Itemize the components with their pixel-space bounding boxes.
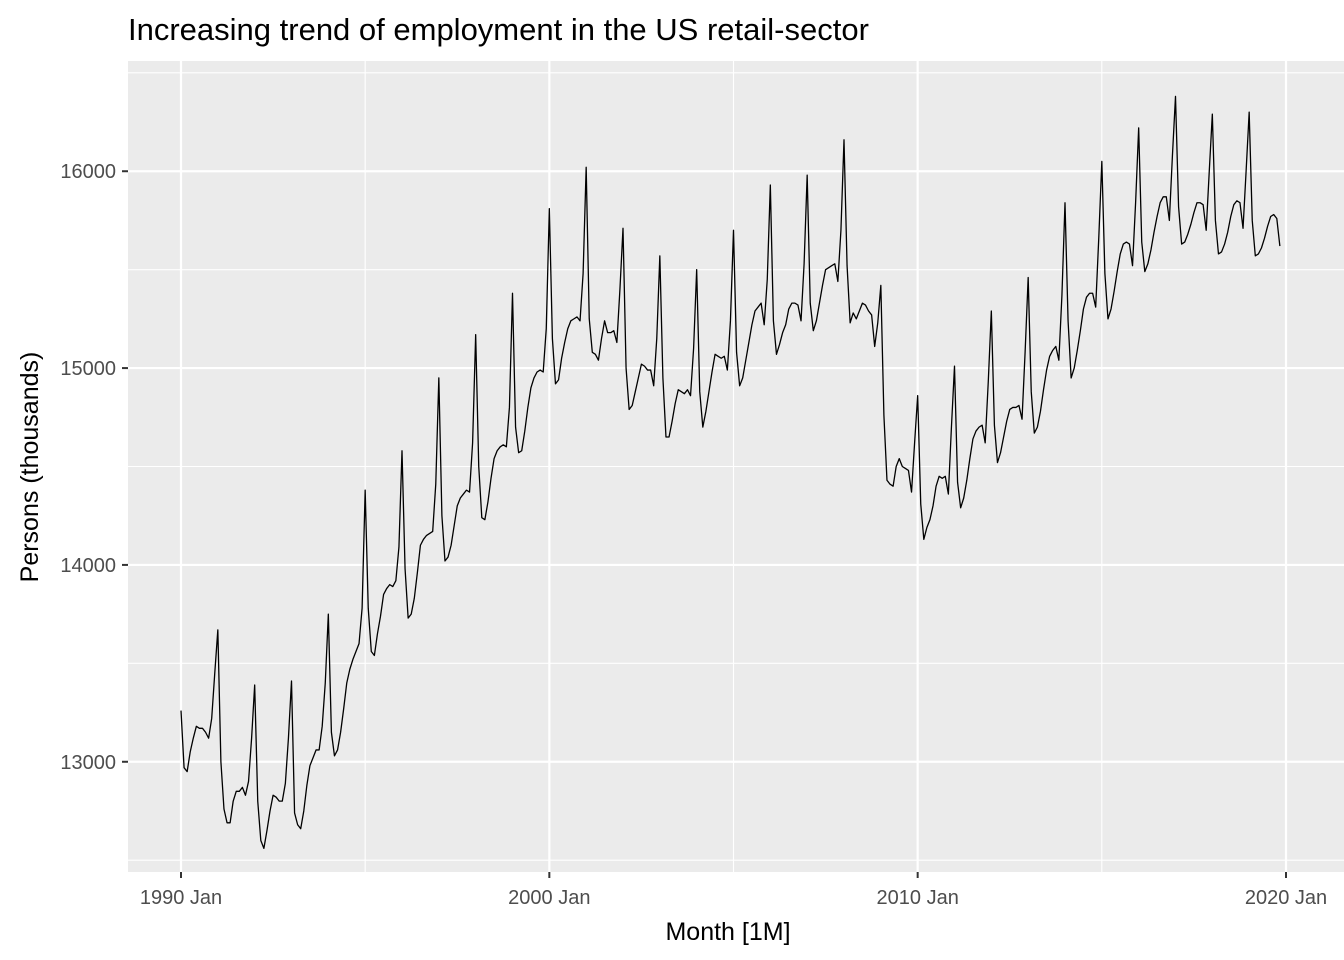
chart-title: Increasing trend of employment in the US… bbox=[128, 12, 869, 47]
y-tick-label: 13000 bbox=[60, 752, 116, 774]
grid-minor bbox=[128, 61, 1344, 872]
x-tick-label: 1990 Jan bbox=[140, 887, 222, 909]
x-tick-label: 2010 Jan bbox=[877, 887, 959, 909]
x-axis-title: Month [1M] bbox=[665, 918, 790, 946]
y-tick-label: 15000 bbox=[60, 358, 116, 380]
grid-major bbox=[128, 61, 1344, 872]
x-axis: 1990 Jan 2000 Jan 2010 Jan 2020 Jan bbox=[140, 872, 1327, 909]
y-axis: 13000 14000 15000 16000 bbox=[60, 161, 128, 774]
x-tick-label: 2000 Jan bbox=[508, 887, 590, 909]
y-tick-label: 14000 bbox=[60, 555, 116, 577]
series-line bbox=[180, 95, 1281, 850]
y-tick-label: 16000 bbox=[60, 161, 116, 183]
y-axis-title: Persons (thousands) bbox=[16, 352, 44, 583]
x-tick-label: 2020 Jan bbox=[1245, 887, 1327, 909]
